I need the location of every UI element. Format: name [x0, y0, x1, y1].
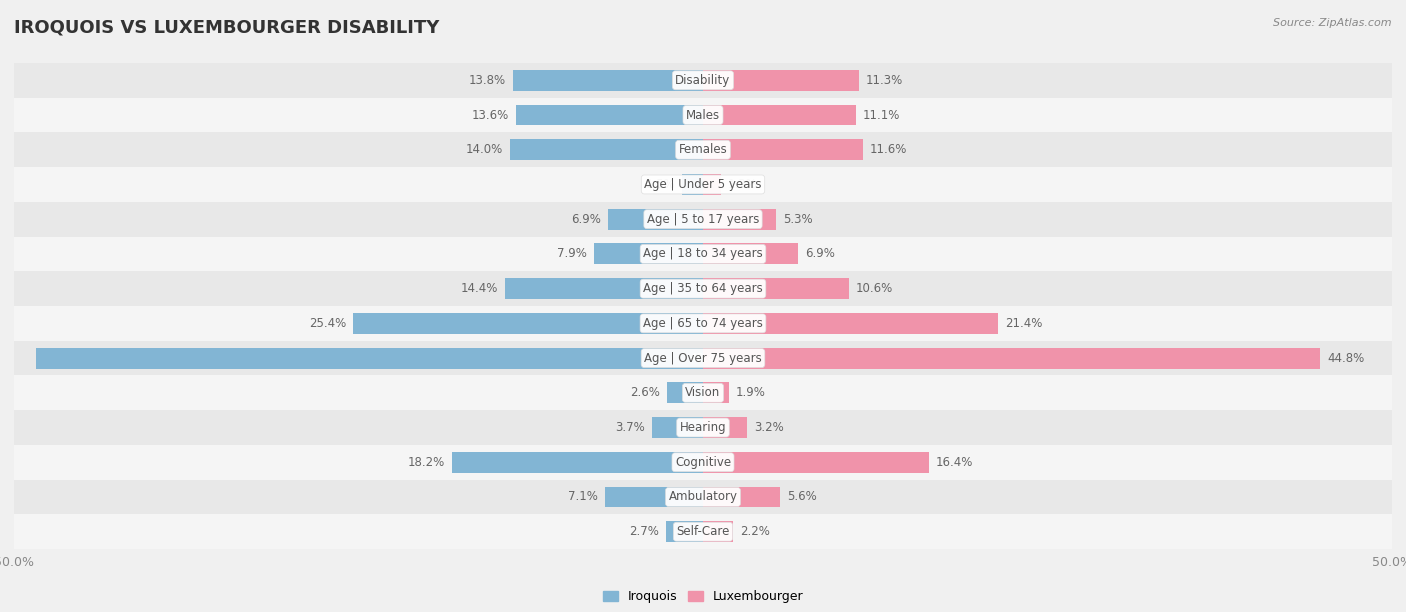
Bar — [652, 417, 703, 438]
Text: 3.2%: 3.2% — [754, 421, 783, 434]
Text: 10.6%: 10.6% — [856, 282, 893, 295]
Text: 2.2%: 2.2% — [740, 525, 770, 538]
Text: Age | 5 to 17 years: Age | 5 to 17 years — [647, 213, 759, 226]
Legend: Iroquois, Luxembourger: Iroquois, Luxembourger — [598, 585, 808, 608]
Bar — [14, 271, 1392, 306]
Text: 14.0%: 14.0% — [465, 143, 503, 156]
Bar — [14, 132, 1392, 167]
Bar — [14, 514, 1392, 549]
Text: Cognitive: Cognitive — [675, 456, 731, 469]
Bar — [703, 278, 849, 299]
Bar — [703, 487, 780, 507]
Bar — [14, 306, 1392, 341]
Bar — [453, 452, 703, 472]
Bar — [703, 313, 998, 334]
Bar — [513, 70, 703, 91]
Text: Age | Under 5 years: Age | Under 5 years — [644, 178, 762, 191]
Bar — [595, 244, 703, 264]
Bar — [703, 521, 734, 542]
Text: 7.1%: 7.1% — [568, 490, 599, 504]
Bar — [703, 382, 730, 403]
Text: 16.4%: 16.4% — [936, 456, 973, 469]
Text: 2.6%: 2.6% — [630, 386, 661, 399]
Text: Ambulatory: Ambulatory — [668, 490, 738, 504]
Text: 5.6%: 5.6% — [787, 490, 817, 504]
Bar — [353, 313, 703, 334]
Text: 13.8%: 13.8% — [468, 74, 506, 87]
Text: Hearing: Hearing — [679, 421, 727, 434]
Bar — [14, 63, 1392, 98]
Bar — [703, 105, 856, 125]
Text: Age | 18 to 34 years: Age | 18 to 34 years — [643, 247, 763, 261]
Text: Males: Males — [686, 108, 720, 122]
Text: 44.8%: 44.8% — [1327, 351, 1364, 365]
Text: 25.4%: 25.4% — [309, 317, 346, 330]
Text: 7.9%: 7.9% — [557, 247, 588, 261]
Bar — [703, 244, 799, 264]
Text: Disability: Disability — [675, 74, 731, 87]
Text: 5.3%: 5.3% — [783, 213, 813, 226]
Bar — [703, 452, 929, 472]
Text: 1.5%: 1.5% — [645, 178, 675, 191]
Text: Vision: Vision — [685, 386, 721, 399]
Bar — [607, 209, 703, 230]
Bar — [510, 140, 703, 160]
Bar — [668, 382, 703, 403]
Bar — [14, 237, 1392, 271]
Bar — [14, 341, 1392, 375]
Bar — [703, 348, 1320, 368]
Text: Source: ZipAtlas.com: Source: ZipAtlas.com — [1274, 18, 1392, 28]
Text: Females: Females — [679, 143, 727, 156]
Text: Self-Care: Self-Care — [676, 525, 730, 538]
Bar — [14, 98, 1392, 132]
Bar — [703, 174, 721, 195]
Text: 11.1%: 11.1% — [863, 108, 900, 122]
Bar — [703, 417, 747, 438]
Bar — [14, 480, 1392, 514]
Text: 6.9%: 6.9% — [806, 247, 835, 261]
Text: 14.4%: 14.4% — [460, 282, 498, 295]
Text: 6.9%: 6.9% — [571, 213, 600, 226]
Bar — [703, 140, 863, 160]
Text: 48.4%: 48.4% — [689, 351, 727, 365]
Text: 1.3%: 1.3% — [728, 178, 758, 191]
Bar — [605, 487, 703, 507]
Text: 3.7%: 3.7% — [616, 421, 645, 434]
Bar — [505, 278, 703, 299]
Text: 21.4%: 21.4% — [1005, 317, 1042, 330]
Text: Age | 35 to 64 years: Age | 35 to 64 years — [643, 282, 763, 295]
Bar — [14, 410, 1392, 445]
Bar — [703, 209, 776, 230]
Bar — [516, 105, 703, 125]
Text: 11.3%: 11.3% — [866, 74, 903, 87]
Bar — [14, 167, 1392, 202]
Text: 13.6%: 13.6% — [471, 108, 509, 122]
Bar — [666, 521, 703, 542]
Text: 18.2%: 18.2% — [408, 456, 446, 469]
Text: Age | 65 to 74 years: Age | 65 to 74 years — [643, 317, 763, 330]
Text: 1.9%: 1.9% — [737, 386, 766, 399]
Bar — [37, 348, 703, 368]
Text: IROQUOIS VS LUXEMBOURGER DISABILITY: IROQUOIS VS LUXEMBOURGER DISABILITY — [14, 18, 440, 36]
Bar — [14, 202, 1392, 237]
Text: 11.6%: 11.6% — [870, 143, 907, 156]
Bar — [14, 445, 1392, 480]
Text: Age | Over 75 years: Age | Over 75 years — [644, 351, 762, 365]
Bar — [703, 70, 859, 91]
Bar — [14, 375, 1392, 410]
Bar — [682, 174, 703, 195]
Text: 2.7%: 2.7% — [628, 525, 659, 538]
